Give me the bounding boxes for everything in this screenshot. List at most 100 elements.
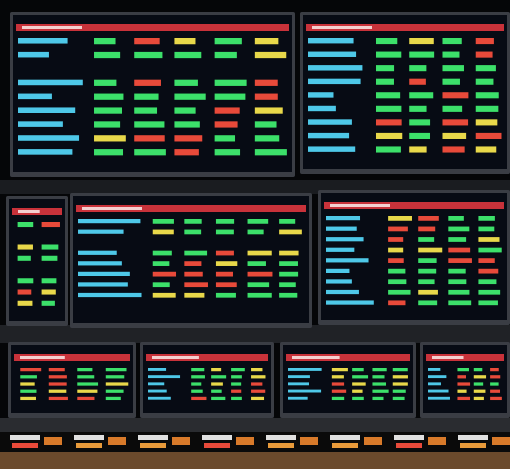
row-label: [308, 133, 349, 138]
cell-value: [393, 397, 405, 400]
cell-value: [409, 38, 434, 44]
cell-value: [448, 216, 464, 221]
cell-value: [174, 80, 197, 86]
cell-value: [388, 237, 403, 242]
ticker-price: [300, 437, 318, 445]
cell-value: [251, 397, 264, 400]
cell-value: [216, 272, 233, 277]
cell-value: [442, 146, 464, 152]
cell-value: [409, 92, 433, 98]
cell-value: [476, 38, 494, 44]
cell-value: [478, 258, 494, 263]
ticker-price: [364, 437, 382, 445]
row-label: [18, 94, 52, 100]
cell-value: [442, 106, 462, 112]
cell-value: [476, 65, 496, 71]
cell-value: [474, 397, 484, 400]
trading-screens-photo: [0, 0, 510, 469]
cell-value: [448, 300, 471, 305]
cell-value: [215, 107, 240, 113]
row-label: [326, 269, 349, 273]
cell-value: [211, 368, 221, 371]
cell-value: [94, 135, 126, 141]
cell-value: [393, 382, 408, 385]
cell-value: [20, 375, 37, 378]
cell-value: [448, 290, 469, 295]
cell-value: [49, 390, 67, 393]
ticker-price: [236, 437, 254, 445]
cell-value: [184, 251, 207, 256]
cell-value: [191, 390, 202, 393]
cell-value: [442, 119, 468, 125]
cell-value: [216, 282, 237, 287]
cell-value: [478, 248, 501, 253]
cell-value: [18, 301, 33, 306]
cell-value: [106, 375, 124, 378]
cell-value: [49, 368, 65, 371]
cell-value: [279, 230, 302, 235]
cell-value: [457, 390, 466, 393]
row-label: [148, 375, 180, 378]
cell-value: [457, 382, 470, 385]
cell-value: [409, 146, 426, 152]
cell-value: [94, 80, 116, 86]
row-label: [326, 237, 364, 241]
row-label: [326, 227, 357, 231]
cell-value: [215, 80, 247, 86]
cell-value: [418, 248, 442, 253]
cell-value: [418, 290, 438, 295]
cell-value: [352, 397, 364, 400]
cell-value: [49, 382, 67, 385]
cell-value: [352, 382, 366, 385]
cell-value: [255, 135, 279, 141]
ticker-value: [332, 443, 358, 448]
cell-value: [279, 261, 298, 266]
cell-value: [42, 290, 56, 295]
cell-value: [448, 227, 469, 232]
cell-value: [251, 382, 262, 385]
ticker-name: [330, 435, 360, 440]
cell-value: [77, 397, 94, 400]
cell-value: [231, 375, 242, 378]
header-text: [312, 26, 372, 29]
ticker-price: [492, 437, 510, 445]
ticker-name: [10, 435, 40, 440]
cell-value: [409, 119, 430, 125]
cell-value: [490, 397, 502, 400]
cell-value: [248, 293, 272, 298]
row-label: [288, 375, 310, 378]
cell-value: [457, 397, 470, 400]
cell-value: [490, 368, 499, 371]
cell-value: [184, 272, 202, 277]
cell-value: [184, 261, 201, 266]
cell-value: [184, 230, 201, 235]
cell-value: [94, 38, 115, 44]
cell-value: [174, 121, 199, 127]
cell-value: [442, 133, 466, 139]
cell-value: [248, 219, 269, 224]
cell-value: [478, 237, 499, 242]
header-text: [20, 356, 65, 359]
cell-value: [42, 256, 58, 261]
cell-value: [442, 79, 459, 85]
cell-value: [478, 227, 494, 232]
cell-value: [448, 279, 466, 284]
cell-value: [49, 397, 68, 400]
row-label: [18, 149, 72, 155]
cell-value: [448, 248, 470, 253]
cell-value: [332, 390, 346, 393]
row-label: [308, 79, 361, 84]
cell-value: [476, 133, 502, 139]
cell-value: [478, 279, 496, 284]
cell-value: [478, 290, 500, 295]
row-label: [78, 251, 117, 255]
cell-value: [418, 279, 434, 284]
cell-value: [94, 121, 120, 127]
cell-value: [476, 119, 498, 125]
cell-value: [372, 368, 386, 371]
cell-value: [474, 375, 486, 378]
cell-value: [184, 219, 201, 224]
cell-value: [448, 237, 466, 242]
ticker-name: [266, 435, 296, 440]
cell-value: [211, 397, 225, 400]
